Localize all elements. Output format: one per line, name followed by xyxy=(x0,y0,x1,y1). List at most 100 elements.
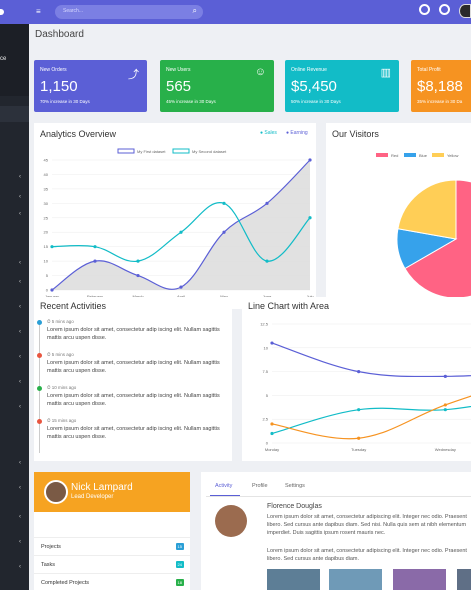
legend-swatch xyxy=(117,148,135,154)
x-tick-label: April xyxy=(177,294,185,299)
analytics-card: Analytics Overview ● Sales ● Earning My … xyxy=(34,123,316,309)
chevron-left-icon[interactable]: ‹ xyxy=(19,174,21,180)
chevron-left-icon[interactable]: ‹ xyxy=(19,260,21,266)
chevron-left-icon[interactable]: ‹ xyxy=(19,329,21,335)
profile-stat-row[interactable]: Completed Projects 18 xyxy=(34,573,190,590)
chevron-left-icon[interactable]: ‹ xyxy=(19,354,21,360)
legend-label: My First dataset xyxy=(137,149,166,154)
stat-subtext: 70% increase in 30 Days xyxy=(40,99,90,104)
x-tick-label: Wednesday xyxy=(435,447,456,452)
post-paragraph-2: Lorem ipsum dolor sit amet, consectetur … xyxy=(267,548,467,562)
data-point xyxy=(136,259,140,263)
earning-tab[interactable]: ● Earning xyxy=(286,130,308,136)
message-icon[interactable] xyxy=(439,4,450,15)
stat-value: 565 xyxy=(166,78,192,95)
stat-title: New Users xyxy=(166,67,191,73)
top-bar: ≡ Search... ⌕ xyxy=(0,0,471,24)
activities-title: Recent Activities xyxy=(40,301,107,311)
chevron-left-icon[interactable]: ‹ xyxy=(19,279,21,285)
notification-icon[interactable] xyxy=(419,4,430,15)
profile-stat-badge: 24 xyxy=(175,561,184,568)
stat-card[interactable]: Total Profit $8,188 35% increase in 30 D… xyxy=(411,60,471,112)
tab-activity[interactable]: Activity xyxy=(215,483,233,489)
y-tick-label: 25 xyxy=(44,215,49,220)
legend-swatch xyxy=(376,153,388,157)
tabs-divider xyxy=(206,496,471,497)
stat-value: $5,450 xyxy=(291,78,337,95)
activity-text: Lorem ipsum dolor sit amet, consectetur … xyxy=(47,393,220,407)
x-tick-label: January xyxy=(45,294,59,299)
activity-time-text: 5 mins ago xyxy=(51,319,74,324)
activity-time-text: 5 mins ago xyxy=(51,352,74,357)
stat-value: $8,188 xyxy=(417,78,463,95)
legend-swatch xyxy=(404,153,416,157)
sales-tab[interactable]: ● Sales xyxy=(260,130,277,136)
legend-label: My Second dataset xyxy=(192,149,227,154)
stat-value: 1,150 xyxy=(40,78,78,95)
legend-label: Red xyxy=(391,153,398,158)
page-title: Dashboard xyxy=(35,29,84,40)
main-content: Dashboard New Orders 1,150 70% increase … xyxy=(29,24,471,590)
chevron-left-icon[interactable]: ‹ xyxy=(19,194,21,200)
y-tick-label: 12.5 xyxy=(260,322,269,327)
menu-icon[interactable]: ≡ xyxy=(36,7,41,16)
data-point xyxy=(270,422,274,426)
data-point xyxy=(270,431,274,436)
chevron-left-icon[interactable]: ‹ xyxy=(19,539,21,545)
data-point xyxy=(357,370,361,374)
chevron-left-icon[interactable]: ‹ xyxy=(19,404,21,410)
series-area xyxy=(52,160,310,290)
chevron-left-icon[interactable]: ‹ xyxy=(19,514,21,520)
y-tick-label: 45 xyxy=(44,158,49,163)
profile-stat-row[interactable]: Tasks 24 xyxy=(34,555,190,573)
profile-stat-label: Tasks xyxy=(41,562,56,568)
earning-tab-label: Earning xyxy=(290,130,308,136)
pie-slice xyxy=(397,179,457,240)
active-tab-underline xyxy=(210,495,240,496)
profile-stat-badge: 15 xyxy=(175,543,184,550)
avatar[interactable] xyxy=(459,4,471,18)
chevron-left-icon[interactable]: ‹ xyxy=(19,379,21,385)
profile-name: Nick Lampard xyxy=(71,482,133,493)
chevron-left-icon[interactable]: ‹ xyxy=(19,564,21,570)
y-tick-label: 2.5 xyxy=(262,417,268,422)
post-image[interactable] xyxy=(329,569,382,590)
stat-title: New Orders xyxy=(40,67,67,73)
brand-icon xyxy=(0,9,4,15)
data-point xyxy=(443,403,447,407)
stat-card[interactable]: Online Revenue $5,450 50% increase in 30… xyxy=(285,60,399,112)
chevron-left-icon[interactable]: ‹ xyxy=(19,304,21,310)
search-icon[interactable]: ⌕ xyxy=(192,6,197,15)
search-input[interactable]: Search... ⌕ xyxy=(55,5,203,19)
sidebar-profile: ce xyxy=(0,24,29,96)
tab-settings[interactable]: Settings xyxy=(285,483,305,489)
chevron-left-icon[interactable]: ‹ xyxy=(19,485,21,491)
data-point xyxy=(222,230,226,234)
stat-card[interactable]: New Orders 1,150 70% increase in 30 Days… xyxy=(34,60,147,112)
series-line xyxy=(271,405,471,435)
data-point xyxy=(93,259,97,263)
stat-subtext: 35% increase in 30 Da xyxy=(417,99,463,104)
post-author: Florence Douglas xyxy=(267,503,322,510)
profile-stat-row[interactable]: Projects 15 xyxy=(34,537,190,555)
y-tick-label: 35 xyxy=(44,186,49,191)
y-tick-label: 20 xyxy=(44,230,49,235)
y-tick-label: 10 xyxy=(264,345,269,350)
activity-item: ⏱ 5 mins ago Lorem ipsum dolor sit amet,… xyxy=(37,352,226,375)
post-image[interactable] xyxy=(393,569,446,590)
y-tick-label: 15 xyxy=(44,244,49,249)
post-image[interactable] xyxy=(457,569,471,590)
chevron-left-icon[interactable]: ‹ xyxy=(19,211,21,217)
stat-title: Online Revenue xyxy=(291,67,327,73)
y-tick-label: 30 xyxy=(44,201,49,206)
activity-time-text: 10 mins ago xyxy=(51,385,77,390)
profile-role: Lead Developer xyxy=(71,494,114,500)
stat-card[interactable]: New Users 565 45% increase in 30 Days ☺ xyxy=(160,60,274,112)
data-point xyxy=(222,201,226,205)
tab-profile[interactable]: Profile xyxy=(252,483,268,489)
activity-item: ⏱ 10 mins ago Lorem ipsum dolor sit amet… xyxy=(37,385,226,408)
activity-item: ⏱ 5 mins ago Lorem ipsum dolor sit amet,… xyxy=(37,319,226,342)
activities-card: Recent Activities ⏱ 5 mins ago Lorem ips… xyxy=(34,297,232,461)
chevron-left-icon[interactable]: ‹ xyxy=(19,460,21,466)
post-image[interactable] xyxy=(267,569,320,590)
